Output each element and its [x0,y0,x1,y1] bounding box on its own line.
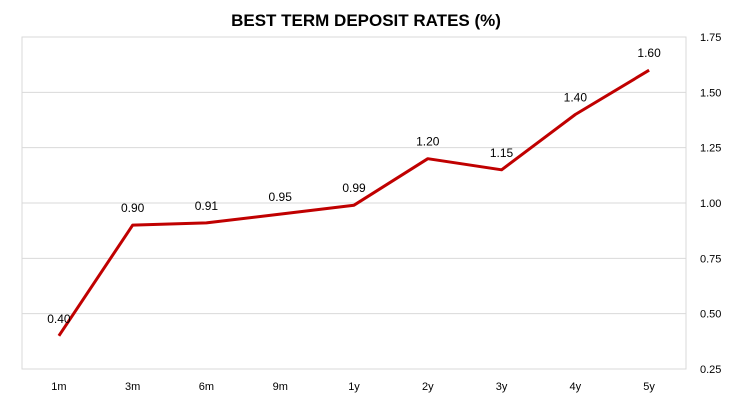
y-tick-label: 0.50 [700,309,721,321]
data-label: 1.60 [637,46,661,60]
data-label: 0.95 [269,190,293,204]
y-tick-label: 0.25 [700,364,721,376]
data-label: 1.40 [564,90,588,104]
x-tick-label: 6m [199,381,214,393]
x-tick-label: 4y [570,381,582,393]
y-axis: 0.25 0.50 0.75 1.00 1.25 1.50 1.75 [700,32,721,376]
y-tick-label: 1.00 [700,198,721,210]
x-axis: 1m 3m 6m 9m 1y 2y 3y 4y 5y [51,381,655,393]
data-label: 1.15 [490,146,514,160]
y-tick-label: 1.25 [700,143,721,155]
data-labels: 0.40 0.90 0.91 0.95 0.99 1.20 1.15 1.40 1.60 [47,46,661,326]
x-tick-label: 1m [51,381,66,393]
x-tick-label: 3m [125,381,140,393]
chart-title: BEST TERM DEPOSIT RATES (%) [231,11,501,30]
x-tick-label: 3y [496,381,508,393]
y-tick-label: 0.75 [700,253,721,265]
plot-area [21,36,687,370]
data-label: 0.40 [47,312,71,326]
grid-lines [22,91,686,315]
x-tick-label: 9m [273,381,288,393]
y-tick-label: 1.75 [700,32,721,44]
x-tick-label: 5y [643,381,655,393]
data-label: 1.20 [416,135,440,149]
series-line [57,68,650,337]
data-label: 0.99 [342,181,366,195]
data-label: 0.90 [121,201,145,215]
x-tick-label: 1y [348,381,360,393]
y-tick-label: 1.50 [700,87,721,99]
data-label: 0.91 [195,199,219,213]
x-tick-label: 2y [422,381,434,393]
